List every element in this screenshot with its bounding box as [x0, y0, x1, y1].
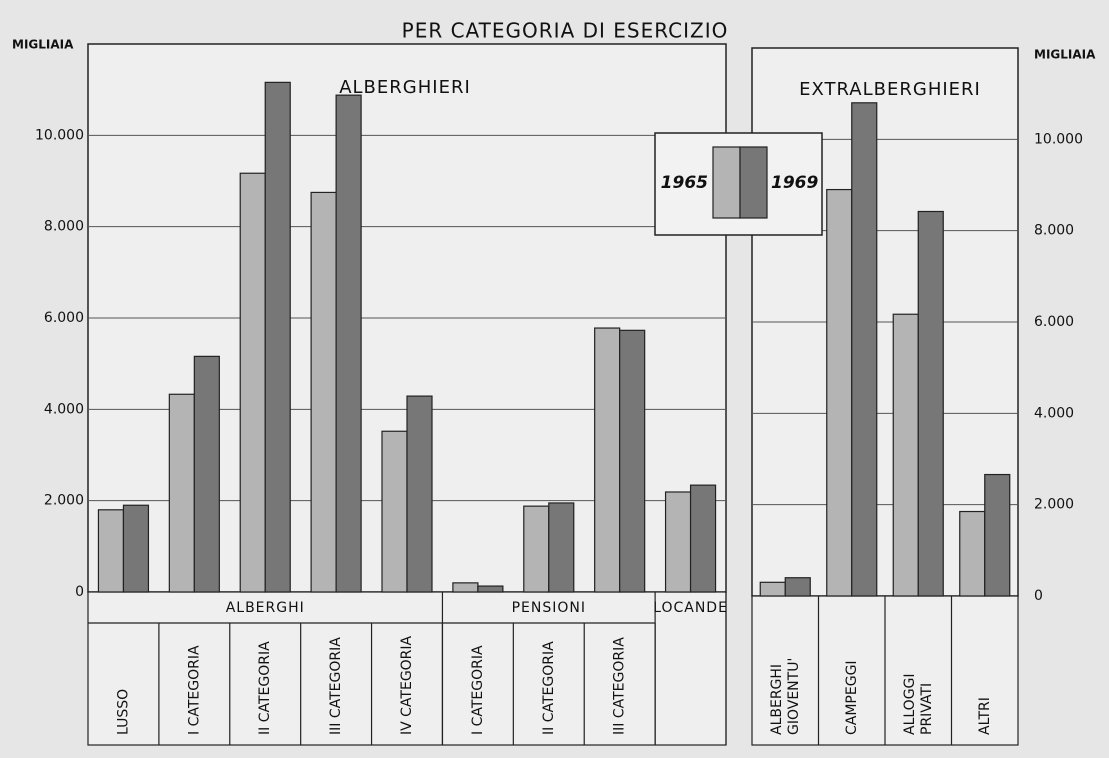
y-tick-label: 6.000: [1034, 314, 1074, 330]
legend-swatch: [739, 146, 768, 219]
bar: [193, 355, 220, 593]
bar: [892, 313, 919, 597]
y-tick-label: 8.000: [44, 219, 84, 235]
bar: [97, 509, 125, 593]
x-tick-label: I CATEGORIA: [186, 645, 202, 735]
x-tick-label: II CATEGORIA: [257, 641, 273, 735]
bar: [239, 172, 266, 593]
bar: [264, 81, 291, 593]
y-tick-label: 10.000: [1034, 131, 1083, 147]
bar: [664, 491, 692, 593]
bar: [406, 395, 433, 593]
x-tick-label: CAMPEGGI: [844, 660, 860, 735]
legend-label: 1965: [661, 173, 708, 193]
y-axis-label: MIGLIAIA: [12, 38, 74, 52]
bar: [689, 484, 717, 593]
bar: [784, 577, 811, 597]
bar: [548, 502, 575, 593]
panel-title: EXTRALBERGHIERI: [799, 79, 981, 100]
bar: [122, 504, 150, 593]
bar: [452, 582, 479, 593]
y-tick-label: 0: [75, 584, 84, 600]
bar: [917, 210, 944, 597]
bar: [335, 94, 362, 593]
y-tick-label: 2.000: [44, 493, 84, 509]
panel-title: ALBERGHIERI: [339, 77, 471, 98]
y-tick-label: 4.000: [44, 401, 84, 417]
y-tick-label: 10.000: [35, 127, 84, 143]
bar: [959, 510, 986, 597]
x-tick-label: IV CATEGORIA: [399, 635, 415, 735]
y-tick-label: 8.000: [1034, 223, 1074, 239]
bar: [381, 430, 408, 593]
x-tick-label: LUSSO: [115, 689, 131, 735]
legend-label: 1969: [771, 173, 818, 193]
bar: [619, 329, 646, 593]
group-label: ALBERGHI: [226, 600, 305, 616]
legend-swatch: [712, 146, 741, 219]
group-label: LOCANDE: [653, 600, 728, 616]
y-axis-label: MIGLIAIA: [1034, 48, 1096, 62]
x-tick-label: III CATEGORIA: [612, 637, 628, 735]
x-tick-label: ALBERGHI: [769, 664, 785, 735]
x-tick-label: III CATEGORIA: [328, 637, 344, 735]
bar: [826, 188, 853, 597]
x-tick-label: GIOVENTU': [786, 658, 802, 735]
bar: [477, 585, 504, 593]
x-tick-label: PRIVATI: [919, 683, 935, 735]
bar: [594, 327, 621, 593]
y-tick-label: 2.000: [1034, 497, 1074, 513]
bar: [759, 581, 786, 597]
group-label: PENSIONI: [512, 600, 586, 616]
chart-title: PER CATEGORIA DI ESERCIZIO: [402, 19, 729, 43]
bar: [523, 505, 550, 593]
y-tick-label: 4.000: [1034, 405, 1074, 421]
y-tick-label: 6.000: [44, 310, 84, 326]
y-tick-label: 0: [1034, 588, 1043, 604]
x-tick-label: ALTRI: [977, 697, 993, 735]
category-table: [87, 591, 727, 746]
bar: [310, 191, 337, 593]
x-tick-label: I CATEGORIA: [470, 645, 486, 735]
x-tick-label: II CATEGORIA: [541, 641, 557, 735]
x-tick-label: ALLOGGI: [902, 673, 918, 735]
bar: [984, 473, 1011, 597]
bar: [851, 102, 878, 597]
bar: [168, 393, 195, 593]
